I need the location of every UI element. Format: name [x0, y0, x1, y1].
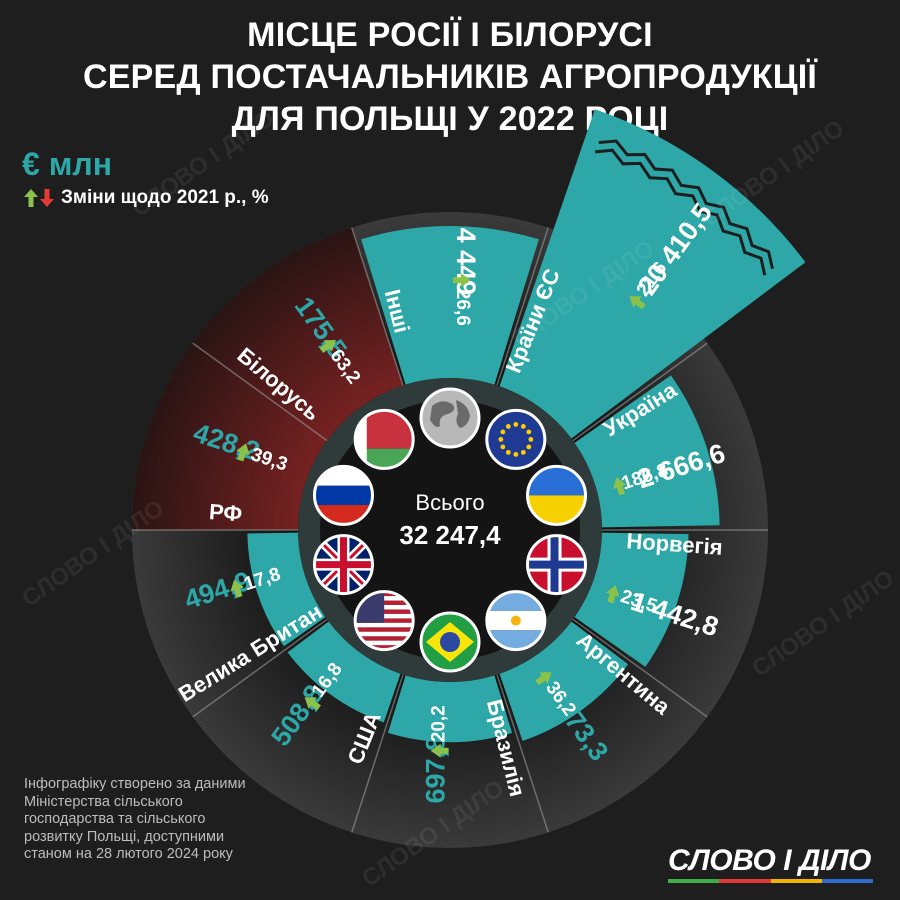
- bar-break-mark: [594, 148, 767, 276]
- bar-6: [287, 621, 401, 723]
- legend-arrows: [24, 189, 54, 207]
- value-label-5: 697,8: [421, 736, 451, 804]
- arrow-up-icon: [613, 477, 627, 496]
- bar-3: [574, 532, 689, 667]
- bar-1: [499, 109, 806, 439]
- bar-5: [387, 675, 513, 743]
- title-line-1: МІСЦЕ РОСІЇ І БІЛОРУСІ: [247, 16, 653, 54]
- arrow-up-icon: [629, 296, 646, 310]
- total-label: Всього: [415, 490, 484, 515]
- source-note: Інфографіку створено за даними Міністерс…: [24, 776, 246, 862]
- argentina-flag-icon: [485, 590, 547, 652]
- brazil-flag-icon: [419, 611, 481, 673]
- bar-0: [361, 226, 539, 385]
- unit-label: € млн: [22, 146, 113, 182]
- arrow-up-icon: [430, 743, 449, 758]
- chart-bars: [132, 109, 806, 743]
- legend: Зміни щодо 2021 р., %: [24, 187, 269, 209]
- highlight-sector: [192, 227, 404, 441]
- country-label-8: РФ: [208, 499, 243, 526]
- bar-2: [574, 375, 720, 528]
- arrow-up-icon: [535, 672, 552, 686]
- total-value: 32 247,4: [399, 520, 501, 550]
- title-line-2: СЕРЕД ПОСТАЧАЛЬНИКІВ АГРОПРОДУКЦІЇ: [83, 58, 817, 96]
- bar-4: [499, 621, 629, 741]
- arrow-down-icon: [40, 189, 54, 207]
- change-label-0: 26,6: [452, 273, 473, 326]
- arrow-up-icon: [24, 189, 38, 207]
- bar-7: [247, 532, 326, 647]
- legend-text: Зміни щодо 2021 р., %: [61, 187, 269, 208]
- svg-text:26,6: 26,6: [452, 289, 473, 326]
- arrow-up-icon: [606, 585, 620, 604]
- logo-color-bars: [668, 879, 873, 883]
- ukraine-flag-icon: [526, 464, 588, 526]
- russia-flag-icon: [312, 464, 374, 526]
- highlight-sector: [132, 343, 328, 530]
- belarus-flag-icon: [353, 408, 415, 470]
- usa-flag-icon: [353, 590, 415, 652]
- value-label-0: 4 449: [451, 228, 481, 296]
- arrow-up-icon: [230, 579, 244, 598]
- uk-flag-icon: [312, 534, 374, 596]
- bar-break-mark: [598, 139, 774, 270]
- norway-flag-icon: [526, 534, 588, 596]
- arrow-up-icon: [319, 340, 336, 354]
- svg-text:20,2: 20,2: [429, 705, 450, 742]
- logo-text: СЛОВО І ДІЛО: [668, 844, 871, 877]
- sector-dividers: [132, 227, 768, 833]
- arrow-up-icon: [452, 273, 471, 288]
- arrow-up-icon: [304, 697, 321, 711]
- eu-flag-icon: [485, 408, 547, 470]
- globe-icon: [419, 387, 481, 449]
- change-label-5: 20,2: [429, 705, 450, 758]
- brand-logo: СЛОВО І ДІЛО: [668, 846, 878, 886]
- arrow-up-icon: [236, 443, 250, 462]
